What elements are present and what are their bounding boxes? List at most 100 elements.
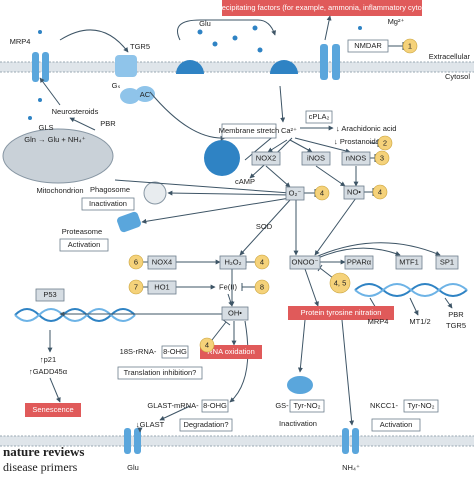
badge-circle [254,279,270,295]
label: MTF1 [399,257,419,266]
label: ↓ Prostanoids [334,137,380,146]
node-box [161,345,189,359]
badges: 1 2 3 4 4 6 4 7 8 4, 5 4 [128,38,418,353]
badge-circle [372,184,388,200]
node-box [285,186,305,201]
label: Inactivation [279,419,317,428]
label: Glu [199,19,211,28]
label: 8-OHG [203,401,227,410]
node-box [288,306,394,320]
label: Gₛ [112,81,121,90]
node-box [147,280,177,295]
brand: nature reviews [3,444,84,459]
vesicle [204,140,240,176]
label: iNOS [307,153,325,162]
node-box [301,151,331,166]
dna-right [354,283,468,297]
node-box [201,399,229,413]
label: 18S-rRNA- [120,347,157,356]
label: Phagosome [90,185,130,194]
region-label: Extracellular [429,52,471,61]
node-box [221,123,277,139]
label: ONOO⁻ [292,257,319,266]
node-box [289,399,325,413]
nkcc1-channel [342,428,359,454]
brand-sub: disease primers [3,460,78,474]
badge-label: 8 [260,282,264,291]
node-box [35,288,65,302]
badge-label: 4 [320,188,324,197]
label: OH• [228,308,242,317]
label: NOX4 [152,257,172,266]
node-box [371,418,421,432]
label: 8-OHG [163,347,187,356]
label: Translation inhibition? [124,368,197,377]
dna-left [14,308,136,322]
node-box [200,345,262,359]
node-box [395,255,423,270]
badge-label: 4 [205,340,209,349]
label: RNA oxidation [207,347,255,356]
label: Protein tyrosine nitration [301,308,382,317]
node-box [344,255,374,270]
label: PBR [100,119,116,128]
nmdar-channel [320,44,340,80]
label: SP1 [440,257,454,266]
badge-circle [402,38,418,54]
label: NKCC1- [370,401,398,410]
proteasome [117,211,141,233]
stretch-channel [176,60,298,74]
phagosome [143,181,167,205]
label: Tyr-NO₂ [407,401,434,410]
node-box [289,255,321,270]
label: Activation [380,420,413,429]
label: ↑p21 [40,355,56,364]
region-label: Cytosol [445,72,470,81]
label: Neurosteroids [52,107,99,116]
node-box [251,151,281,166]
label: GLAST-mRNA- [147,401,199,410]
gs-enzyme [287,376,313,394]
node-box [403,399,439,413]
node-box [25,403,81,417]
node-box [221,306,249,321]
label: TGR5 [446,321,466,330]
label: cAMP [235,177,255,186]
label: NO• [347,187,361,196]
mrp4-channel [32,52,49,82]
label: Proteasome [62,227,102,236]
label: GS- [275,401,289,410]
membrane [0,62,474,72]
banner: HE-precipitating factors (for example, a… [202,3,442,12]
node-box [59,238,109,252]
badge-label: 6 [134,257,138,266]
glu-dots [28,25,362,120]
label: H₂O₂ [224,257,241,266]
badge-label: 2 [383,138,387,147]
label: MRP4 [368,317,389,326]
node-box [343,185,365,200]
label: ↑GADD45α [29,367,68,376]
mitochondrion [2,128,114,184]
label: Degradation? [183,420,228,429]
label: MT1/2 [409,317,430,326]
badge-label: 4, 5 [334,278,347,287]
label: ↓GLAST [136,420,165,429]
badge-circle [314,185,330,201]
label: Tyr-NO₂ [293,401,320,410]
label: Mg²⁺ [388,17,405,26]
label: Fe(II) [219,282,237,291]
label: TGR5 [130,42,150,51]
label: Gln → Glu + NH₄⁺ [24,135,85,144]
badge-circle [329,272,351,294]
badge-circle [128,279,144,295]
badge-circle [128,254,144,270]
label: ↓ Arachidonic acid [336,124,396,133]
node-box [117,366,203,380]
label: AC [140,90,151,99]
badge-circle [377,135,393,151]
badge-circle [199,337,215,353]
badge-label: 7 [134,282,138,291]
label: PBR [448,310,464,319]
